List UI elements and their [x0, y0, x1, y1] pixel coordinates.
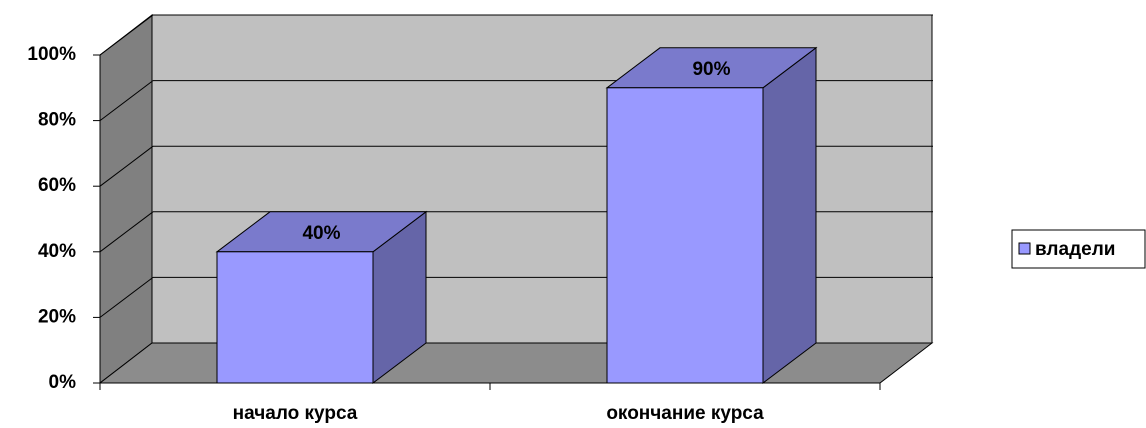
grid-line [99, 14, 154, 56]
x-tick-label: начало курса [233, 403, 358, 424]
y-tick-label: 20% [38, 306, 76, 327]
y-tick-label: 80% [38, 110, 76, 131]
y-tick-label: 0% [49, 372, 77, 393]
grid-line [99, 211, 154, 253]
x-tick-label: окончание курса [606, 403, 764, 424]
y-tick-label: 60% [38, 175, 76, 196]
data-label: 40% [302, 223, 340, 244]
bar [606, 87, 764, 384]
legend-label: владели [1035, 239, 1115, 260]
grid-line [99, 277, 154, 318]
grid-line [99, 80, 154, 121]
grid-line [99, 145, 154, 187]
side-wall [99, 13, 153, 385]
bar-side [762, 46, 817, 385]
legend [1011, 229, 1146, 269]
data-label: 90% [692, 59, 730, 80]
legend-swatch [1018, 242, 1031, 255]
bar [216, 251, 374, 384]
y-tick-label: 40% [38, 241, 76, 262]
y-tick-label: 100% [27, 44, 76, 65]
